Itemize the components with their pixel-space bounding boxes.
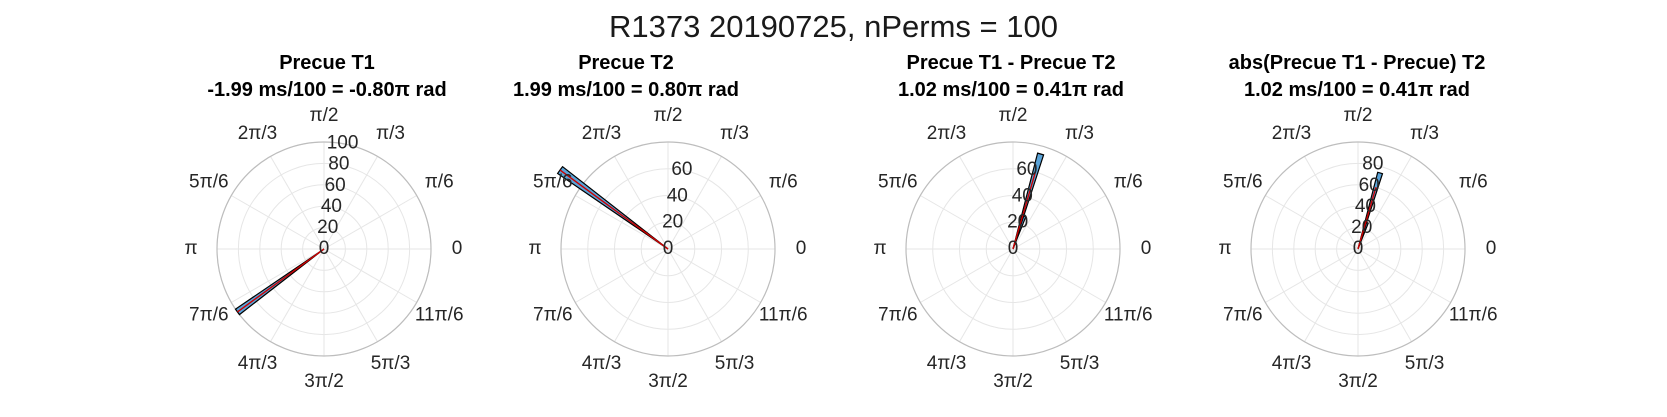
panel-2-spoke-8 [615,249,668,342]
panel-3-r-tick-label-60: 60 [1016,159,1037,180]
panel-1-spoke-8 [271,249,324,342]
panel-4-theta-tick-label-4: 2π/3 [1272,123,1312,144]
panel-2-theta-tick-label-9: 3π/2 [648,371,688,392]
panel-1-r-tick-label-40: 40 [321,196,342,217]
panel-4-r-tick-label-80: 80 [1362,154,1383,175]
panel-3-r-tick-label-20: 20 [1007,212,1028,233]
panel-3-theta-tick-label-0: 0 [1141,238,1152,259]
panel-1-mean-vector [237,249,324,312]
panel-3-r-tick-label-0: 0 [1008,238,1019,259]
panel-1-theta-tick-label-8: 4π/3 [238,353,278,374]
panel-1-theta-tick-label-6: π [184,238,197,259]
panel-2-r-tick-label-20: 20 [662,212,683,233]
panel-3-spoke-10 [1013,249,1067,342]
panel-4-theta-tick-label-0: 0 [1486,238,1497,259]
panel-1-r-tick-label-20: 20 [317,217,338,238]
panel-2-theta-tick-label-4: 2π/3 [582,123,622,144]
panel-3-theta-tick-label-1: π/6 [1114,172,1143,193]
panel-1-theta-tick-label-3: π/2 [310,105,339,126]
panel-4-theta-tick-label-5: 5π/6 [1223,172,1263,193]
panel-3-spoke-7 [920,249,1013,303]
panel-4-spoke-4 [1304,156,1358,249]
panel-4-r-tick-label-20: 20 [1351,217,1372,238]
panel-4-theta-tick-label-2: π/3 [1410,123,1439,144]
panel-2-theta-tick-label-6: π [528,238,541,259]
panel-1-spoke-10 [324,249,378,342]
panel-4-theta-tick-label-3: π/2 [1344,105,1373,126]
panel-4-spoke-7 [1265,249,1358,303]
panel-4-theta-tick-label-6: π [1218,238,1231,259]
panel-4-spoke-8 [1305,249,1358,342]
panel-3-spoke-4 [959,156,1013,249]
panel-1-theta-tick-label-10: 5π/3 [371,353,411,374]
panel-3-r-tick-label-40: 40 [1012,185,1033,206]
panel-2-r-tick-label-40: 40 [667,185,688,206]
panel-2-theta-tick-label-11: 11π/6 [759,305,808,326]
panel-4-r-tick-label-60: 60 [1359,175,1380,196]
panel-4-theta-tick-label-7: 7π/6 [1223,305,1263,326]
panel-2-theta-tick-label-1: π/6 [769,172,798,193]
panel-4-theta-tick-label-11: 11π/6 [1449,305,1498,326]
panel-2-spoke-5 [575,196,668,249]
panel-2-theta-tick-label-3: π/2 [654,105,683,126]
panel-1-theta-tick-label-11: 11π/6 [415,305,464,326]
panel-2-mean-vector [560,170,668,249]
panel-1-r-tick-label-0: 0 [319,238,330,259]
panel-4-theta-tick-label-10: 5π/3 [1405,353,1445,374]
panel-4-spoke-11 [1358,249,1451,302]
panel-2-theta-tick-label-7: 7π/6 [533,305,573,326]
panel-1-spoke-5 [231,196,324,249]
panel-3-theta-tick-label-6: π [873,238,886,259]
panel-1-r-tick-label-80: 80 [328,154,349,175]
panel-4-spoke-5 [1265,196,1358,249]
panel-3-theta-tick-label-3: π/2 [999,105,1028,126]
panel-3-theta-tick-label-4: 2π/3 [927,123,967,144]
panel-1-theta-tick-label-0: 0 [452,238,463,259]
panel-3-theta-tick-label-2: π/3 [1065,123,1094,144]
panel-3-spoke-5 [920,196,1013,249]
panel-4-r-tick-label-40: 40 [1355,196,1376,217]
panel-2-theta-tick-label-0: 0 [796,238,807,259]
panel-4-theta-tick-label-8: 4π/3 [1272,353,1312,374]
panel-2-spoke-7 [575,249,668,303]
panel-3-spoke-8 [960,249,1013,342]
panel-3-theta-tick-label-11: 11π/6 [1104,305,1153,326]
panel-1-theta-tick-label-4: 2π/3 [238,123,278,144]
panel-2-theta-tick-label-5: 5π/6 [533,172,573,193]
panel-1-r-tick-label-100: 100 [327,133,359,154]
panel-1-r-tick-label-60: 60 [325,175,346,196]
panel-4-spoke-10 [1358,249,1412,342]
panel-2-theta-tick-label-2: π/3 [720,123,749,144]
panel-1-spoke-11 [324,249,417,302]
panel-3-spoke-11 [1013,249,1106,302]
panel-3-theta-tick-label-5: 5π/6 [878,172,918,193]
panel-4-theta-tick-label-9: 3π/2 [1338,371,1378,392]
panel-1-theta-tick-label-2: π/3 [376,123,405,144]
panel-2-spoke-10 [668,249,722,342]
panel-1-spoke-4 [270,156,324,249]
panel-2-r-tick-label-60: 60 [671,159,692,180]
panel-2-theta-tick-label-8: 4π/3 [582,353,622,374]
panel-2-r-tick-label-0: 0 [663,238,674,259]
panel-4-r-tick-label-0: 0 [1353,238,1364,259]
panel-1-theta-tick-label-5: 5π/6 [189,172,229,193]
panel-1-theta-tick-label-1: π/6 [425,172,454,193]
panel-2-theta-tick-label-10: 5π/3 [715,353,755,374]
panel-1-spoke-7 [231,249,324,303]
panel-3-theta-tick-label-10: 5π/3 [1060,353,1100,374]
panel-4-theta-tick-label-1: π/6 [1459,172,1488,193]
panel-2-spoke-11 [668,249,761,302]
panel-3-theta-tick-label-9: 3π/2 [993,371,1033,392]
panel-2-spoke-4 [614,156,668,249]
panel-1-theta-tick-label-7: 7π/6 [189,305,229,326]
panel-1-theta-tick-label-9: 3π/2 [304,371,344,392]
panel-3-theta-tick-label-8: 4π/3 [927,353,967,374]
panel-3-theta-tick-label-7: 7π/6 [878,305,918,326]
